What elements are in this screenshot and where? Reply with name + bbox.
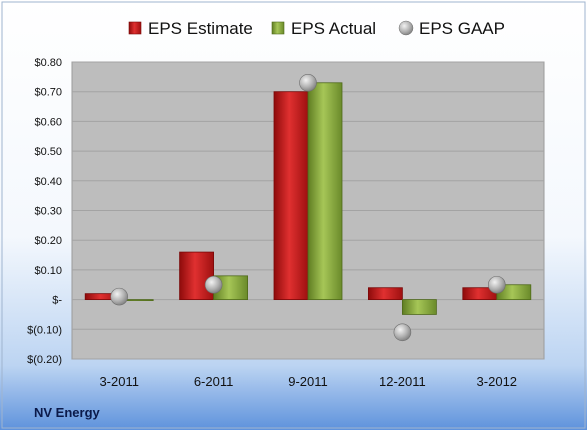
eps-gaap-marker — [204, 275, 223, 294]
legend: EPS Estimate EPS Actual EPS GAAP — [128, 19, 505, 38]
x-tick-label: 12-2011 — [379, 374, 426, 389]
x-tick-label: 3-2012 — [477, 374, 517, 389]
eps-actual-legend-label: EPS Actual — [291, 19, 376, 38]
x-axis-tick-labels: 3-2011 6-2011 9-2011 12-2011 3-2012 — [99, 374, 517, 389]
y-tick-label: $(0.20) — [27, 354, 62, 366]
y-tick-label: $- — [52, 295, 62, 307]
eps-estimate-legend-swatch — [128, 21, 142, 35]
y-tick-label: $0.30 — [34, 206, 62, 218]
y-axis-tick-labels: $0.80 $0.70 $0.60 $0.50 $0.40 $0.30 $0.20 $0.10… — [27, 57, 62, 366]
eps-estimate-bar — [367, 287, 403, 301]
y-tick-label: $0.40 — [34, 176, 62, 188]
eps-estimate-legend-label: EPS Estimate — [148, 19, 253, 38]
x-tick-label: 6-2011 — [194, 374, 234, 389]
company-label: NV Energy — [34, 405, 101, 420]
y-tick-label: $0.20 — [34, 235, 62, 247]
eps-actual-bar — [401, 299, 437, 315]
eps-gaap-marker — [487, 275, 506, 294]
eps-gaap-marker — [299, 73, 317, 92]
eps-gaap-legend-label: EPS GAAP — [419, 19, 505, 38]
gaap-markers — [110, 73, 506, 342]
eps-gaap-marker — [393, 323, 412, 342]
y-tick-label: $(0.10) — [27, 324, 62, 336]
eps-gaap-legend-swatch — [398, 20, 414, 36]
x-tick-label: 3-2011 — [99, 374, 139, 389]
y-tick-label: $0.50 — [34, 146, 62, 158]
eps-estimate-bar — [179, 251, 215, 301]
x-tick-label: 9-2011 — [288, 374, 328, 389]
eps-actual-legend-swatch — [271, 21, 285, 35]
eps-estimate-bar — [273, 91, 309, 300]
y-tick-label: $0.10 — [34, 265, 62, 277]
eps-actual-bar — [307, 82, 343, 300]
eps-gaap-marker — [110, 287, 128, 306]
y-tick-label: $0.60 — [34, 116, 62, 128]
bars — [84, 82, 532, 315]
y-tick-label: $0.70 — [34, 87, 62, 99]
y-tick-label: $0.80 — [34, 57, 62, 69]
